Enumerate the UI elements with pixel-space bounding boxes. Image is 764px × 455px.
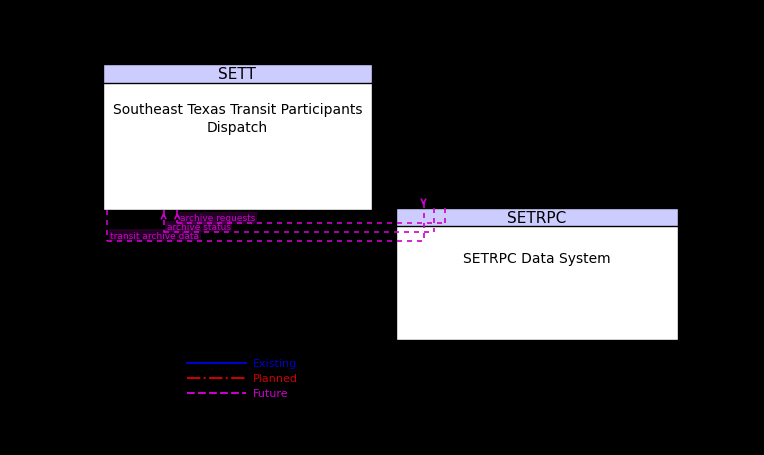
Text: SETT: SETT — [219, 67, 256, 82]
Bar — [102, 65, 372, 83]
Bar — [397, 209, 678, 227]
Text: transit archive data: transit archive data — [110, 231, 199, 240]
Text: Southeast Texas Transit Participants
Dispatch: Southeast Texas Transit Participants Dis… — [112, 103, 362, 135]
Text: SETRPC Data System: SETRPC Data System — [463, 252, 610, 266]
Text: SETRPC: SETRPC — [507, 210, 567, 225]
Text: Future: Future — [252, 388, 288, 398]
Bar — [397, 209, 678, 340]
Text: Existing: Existing — [252, 359, 296, 369]
Text: Planned: Planned — [252, 374, 297, 383]
Text: archive status: archive status — [167, 222, 231, 232]
Text: archive requests: archive requests — [180, 214, 255, 222]
Bar — [102, 65, 372, 211]
